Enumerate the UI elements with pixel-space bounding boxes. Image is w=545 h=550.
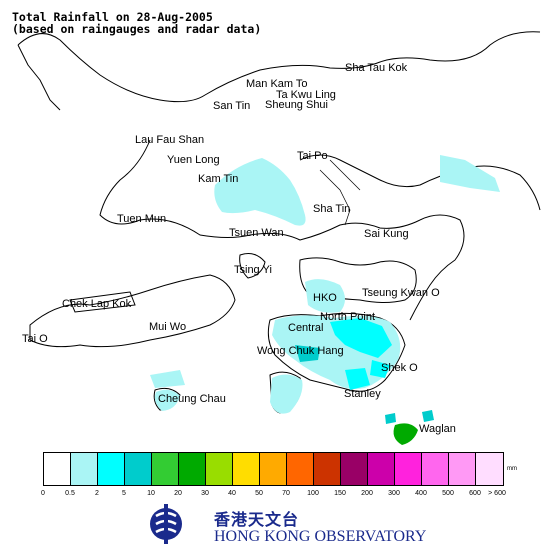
logo-english-text: HONG KONG OBSERVATORY [214,528,427,545]
legend-swatch [71,453,98,485]
legend-swatch [179,453,206,485]
place-tsing-yi: Tsing Yi [234,264,272,276]
rain-area-lamma [270,374,303,414]
place-ta-kwu-ling: Ta Kwu Ling [276,89,336,101]
place-mui-wo: Mui Wo [149,321,187,333]
map-title: Total Rainfall on 28-Aug-2005 [12,10,213,24]
place-lau-fau-shan: Lau Fau Shan [135,134,205,146]
rainfall-map [17,31,541,445]
place-cheung-chau: Cheung Chau [158,393,226,405]
legend-swatch [476,453,503,485]
legend-tick-label: 500 [442,490,454,497]
place-tsuen-wan: Tsuen Wan [229,227,284,239]
legend-tick-label: 0 [41,490,45,497]
legend-swatch [125,453,152,485]
rain-area-waglan-islet [422,410,434,422]
place-sheung-shui: Sheung Shui [265,99,328,111]
coastline-northwest [17,44,61,111]
legend-swatch [368,453,395,485]
map-canvas [17,31,541,445]
legend-tick-label: 400 [415,490,427,497]
river-shing-mun [319,169,351,226]
hko-logo-icon [150,504,182,544]
legend-swatch [341,453,368,485]
place-sha-tin: Sha Tin [313,203,351,215]
place-hko: HKO [313,292,337,304]
map-subtitle: (based on raingauges and radar data) [12,22,262,36]
legend-tick-label: 5 [122,490,126,497]
place-north-point: North Point [320,311,376,323]
legend-swatch [44,453,71,485]
coastline-lantau [29,274,236,348]
coastline-hk-island [267,312,406,392]
legend-swatch [152,453,179,485]
place-shek-o: Shek O [381,362,418,374]
place-tai-po: Tai Po [297,150,328,162]
coastline-north [17,31,541,103]
logo-chinese-text: 香港天文台 [214,510,300,529]
place-man-kam-to: Man Kam To [246,78,308,90]
coastline-saikung [409,214,465,321]
place-sha-tau-kok: Sha Tau Kok [345,62,408,74]
legend-tick-label: 50 [255,490,263,497]
legend-tick-label: 20 [174,490,182,497]
coastline-chek-lap-kok [69,291,136,313]
coastline-tolo [299,154,541,211]
place-kam-tin: Kam Tin [198,173,239,185]
place-tseung-kwan-o: Tseung Kwan O [362,287,440,299]
legend-swatch [287,453,314,485]
place-yuen-long: Yuen Long [167,154,220,166]
rain-area-cheung-chau [154,389,180,411]
legend-tick-label: 150 [334,490,346,497]
coastline-tsing-yi [239,253,266,279]
legend-tick-label: 100 [307,490,319,497]
road-tai-po [329,159,361,191]
legend-swatch [260,453,287,485]
legend-swatch [422,453,449,485]
place-stanley: Stanley [344,388,381,400]
rain-area-kam-tin [214,158,306,226]
legend-tick-label: 30 [201,490,209,497]
place-waglan: Waglan [419,423,456,435]
place-tai-o: Tai O [22,333,48,345]
place-sai-kung: Sai Kung [364,228,409,240]
legend-tick-label: 2 [95,490,99,497]
legend-swatch [233,453,260,485]
legend-swatch [206,453,233,485]
legend-tick-label: 200 [361,490,373,497]
legend-tick-label: 10 [147,490,155,497]
place-tuen-mun: Tuen Mun [117,213,167,225]
legend-swatch [395,453,422,485]
legend-tick-label: 0.5 [65,490,75,497]
legend-swatch [449,453,476,485]
rain-area-waglan [393,423,418,445]
legend-tick-label: > 600 [488,490,506,497]
rainfall-legend [43,452,504,486]
rain-area-stanley [345,368,370,390]
legend-swatch [314,453,341,485]
rain-area-southwest [150,370,185,388]
place-chek-lap-kok: Chek Lap Kok [62,298,132,310]
rain-area-shek-o [370,360,390,378]
rain-area-kowloon [305,279,345,313]
rainfall-areas [150,155,500,445]
legend-tick-label: 70 [282,490,290,497]
legend-swatch [98,453,125,485]
rain-area-sai-kung-east [440,155,500,192]
legend-tick-label: 40 [228,490,236,497]
place-san-tin: San Tin [213,100,251,112]
rain-area-central-heavy [330,318,392,358]
coastline-west [99,139,421,241]
place-central: Central [288,322,324,334]
legend-tick-label: 300 [388,490,400,497]
legend-unit: mm [507,466,517,472]
place-wong-chuk-hang: Wong Chuk Hang [257,345,344,357]
rain-area-wch [295,345,320,362]
rain-area-waglan-2 [385,413,396,424]
legend-tick-label: 600 [469,490,481,497]
